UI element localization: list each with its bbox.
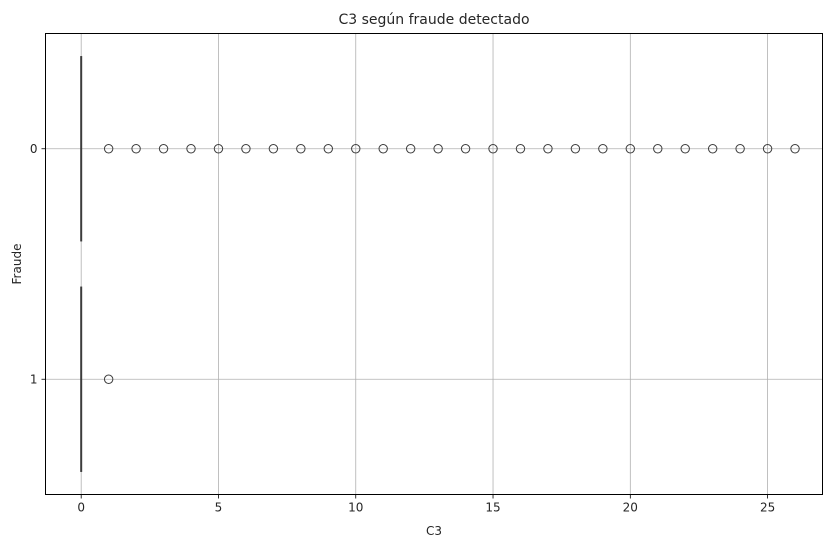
outlier-point	[296, 144, 306, 154]
outlier-point	[488, 144, 498, 154]
outlier-point	[213, 144, 224, 154]
outlier-point	[103, 374, 114, 384]
y-tick-label: 0	[30, 142, 38, 156]
x-tick-label: 0	[77, 501, 85, 515]
outlier-point	[598, 144, 608, 154]
x-tick-label: 15	[485, 501, 500, 515]
outlier-point	[570, 144, 581, 154]
x-axis-label: C3	[426, 524, 442, 538]
outlier-point	[268, 144, 279, 154]
x-tick-label: 10	[348, 501, 363, 515]
outlier-point	[351, 144, 361, 154]
x-tick-label: 20	[623, 501, 638, 515]
outlier-point	[433, 144, 443, 154]
outlier-point	[680, 144, 690, 154]
outlier-point	[405, 144, 416, 154]
plot-layer	[80, 56, 800, 472]
outlier-point	[543, 144, 553, 154]
chart-title: C3 según fraude detectado	[338, 12, 529, 28]
outlier-point	[378, 144, 388, 154]
outlier-point	[186, 144, 196, 154]
outlier-point	[158, 144, 169, 154]
outlier-point	[323, 144, 333, 154]
grid-layer	[45, 33, 823, 495]
outlier-point	[460, 144, 471, 154]
outlier-point	[625, 144, 636, 154]
outlier-point	[653, 144, 663, 154]
outlier-point	[790, 144, 800, 154]
outlier-point	[241, 144, 251, 154]
y-tick-label: 1	[30, 372, 38, 386]
x-tick-label: 5	[215, 501, 223, 515]
tick-layer: 0 5 10 15 20 25 0 1	[30, 142, 775, 515]
outlier-point	[515, 144, 526, 154]
outlier-point	[735, 144, 745, 154]
outlier-point	[762, 144, 773, 154]
outlier-point	[707, 144, 718, 154]
x-tick-label: 25	[760, 501, 775, 515]
y-axis-label: Fraude	[10, 244, 24, 285]
outlier-point	[103, 144, 114, 154]
outlier-point	[131, 144, 141, 154]
plot-frame	[45, 33, 823, 495]
